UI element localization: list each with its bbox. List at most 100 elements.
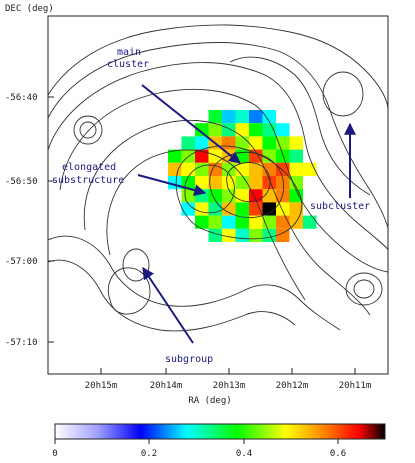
contour-line [79, 121, 97, 139]
contour-line [59, 88, 388, 273]
heatmap-cell [208, 149, 222, 163]
heatmap-cell [208, 176, 222, 190]
heatmap-cell [289, 202, 303, 216]
y-tick-label: -57:00 [5, 257, 38, 267]
contour-line [48, 62, 388, 251]
heatmap-cell [262, 149, 276, 163]
heatmap-cell [222, 215, 236, 229]
heatmap-cell [222, 202, 236, 216]
annotation-subcluster: subcluster [310, 201, 370, 212]
contour-line [106, 149, 306, 301]
heatmap-cell [222, 228, 236, 242]
heatmap-cell [235, 162, 249, 176]
heatmap-cell [235, 123, 249, 137]
colorbar-tick-label: 0.2 [141, 449, 157, 459]
x-axis: 20h15m 20h14m 20h13m 20h12m 20h11m RA (d… [85, 368, 372, 406]
heatmap-cell [168, 149, 182, 163]
heatmap-cell [181, 162, 195, 176]
colorbar: 0 0.2 0.4 0.6 [52, 423, 386, 459]
contour-line [107, 267, 151, 315]
annotations: main cluster elongated substructure subc… [52, 47, 370, 365]
heatmap-cell [208, 123, 222, 137]
heatmap-cell [195, 202, 209, 216]
heatmap-cell [276, 202, 290, 216]
heatmap-cell [181, 136, 195, 150]
heatmap-cell [276, 228, 290, 242]
colorbar-tick-label: 0 [52, 449, 57, 459]
contour-line [175, 145, 303, 240]
heatmap-cell [181, 202, 195, 216]
heatmap-cell [195, 176, 209, 190]
heatmap-cell [235, 202, 249, 216]
heatmap-cell [262, 176, 276, 190]
heatmap-cell [276, 123, 290, 137]
heatmap-cell [222, 136, 236, 150]
heatmap-cell [262, 110, 276, 124]
heatmap-cell [303, 215, 317, 229]
contour-line [353, 279, 375, 299]
annotation-subgroup: subgroup [165, 354, 213, 365]
heatmap-cell [195, 215, 209, 229]
y-tick-label: -56:50 [5, 177, 38, 187]
contour-line [184, 164, 235, 214]
heatmap-cell [195, 136, 209, 150]
annotation-arrow-main-cluster [141, 84, 241, 164]
heatmap-cell [276, 215, 290, 229]
contour-line [229, 56, 371, 196]
heatmap-cell [249, 110, 263, 124]
heatmap-cell [208, 110, 222, 124]
contour-line [83, 119, 371, 316]
heatmap-cell [249, 123, 263, 137]
colorbar-gradient [54, 423, 386, 440]
annotation-elongated-line2: substructure [52, 175, 124, 186]
heatmap-cell [208, 228, 222, 242]
annotation-elongated-line1: elongated [62, 162, 116, 173]
heatmap-cell [222, 149, 236, 163]
contour-line [322, 71, 364, 117]
heatmap-cell [222, 162, 236, 176]
heatmap-cell [222, 110, 236, 124]
annotation-main-cluster-line1: main [117, 47, 141, 58]
colorbar-tick-label: 0.4 [236, 449, 252, 459]
heatmap-cell [276, 176, 290, 190]
heatmap-cell [235, 110, 249, 124]
heatmap-cell [208, 162, 222, 176]
contour-lines [48, 24, 388, 332]
heatmap-cell [262, 202, 276, 216]
y-axis-label: DEC (deg) [5, 4, 54, 14]
contour-line [48, 24, 388, 111]
heatmap-cell [249, 162, 263, 176]
annotation-arrow-elongated [137, 174, 207, 196]
x-axis-label: RA (deg) [188, 396, 231, 406]
heatmap-cell [276, 149, 290, 163]
heatmap-cell [276, 162, 290, 176]
x-tick-label: 20h12m [276, 381, 309, 391]
heatmap-cell [249, 228, 263, 242]
heatmap-cell [262, 228, 276, 242]
contour-line [226, 162, 271, 203]
heatmap-cell [262, 136, 276, 150]
heatmap-cell [289, 162, 303, 176]
heatmap-cell [289, 176, 303, 190]
heatmap-cell [222, 123, 236, 137]
x-tick-label: 20h13m [213, 381, 246, 391]
x-tick-label: 20h11m [339, 381, 372, 391]
annotation-arrow-subgroup [142, 267, 194, 344]
contour-line [48, 235, 341, 331]
heatmap-cell [249, 215, 263, 229]
heatmap-cell [195, 123, 209, 137]
colorbar-tick-label: 0.6 [330, 449, 346, 459]
contour-line [122, 248, 150, 282]
contour-line [345, 272, 383, 306]
heatmap-cell [289, 149, 303, 163]
heatmap-cell [181, 189, 195, 203]
y-tick-label: -56:40 [5, 93, 38, 103]
heatmap-cell [195, 149, 209, 163]
heatmap-cell [235, 215, 249, 229]
heatmap-cell [208, 215, 222, 229]
heatmap-cell [168, 162, 182, 176]
heatmap-cell [276, 136, 290, 150]
heatmap-cell [249, 176, 263, 190]
annotation-main-cluster-line2: cluster [107, 59, 149, 70]
